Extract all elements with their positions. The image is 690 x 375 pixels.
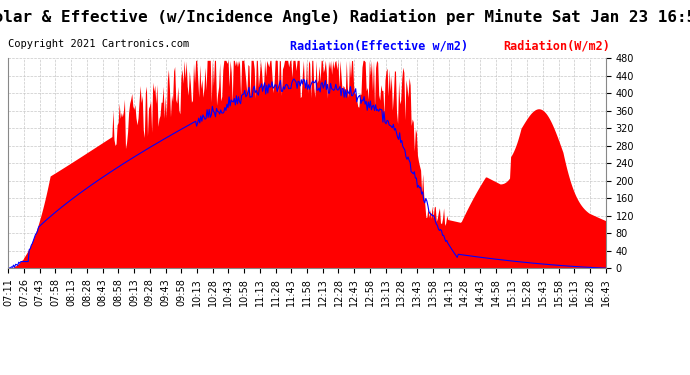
Text: Radiation(W/m2): Radiation(W/m2)	[504, 39, 611, 53]
Text: Radiation(Effective w/m2): Radiation(Effective w/m2)	[290, 39, 468, 53]
Text: Copyright 2021 Cartronics.com: Copyright 2021 Cartronics.com	[8, 39, 190, 50]
Text: Solar & Effective (w/Incidence Angle) Radiation per Minute Sat Jan 23 16:52: Solar & Effective (w/Incidence Angle) Ra…	[0, 9, 690, 26]
